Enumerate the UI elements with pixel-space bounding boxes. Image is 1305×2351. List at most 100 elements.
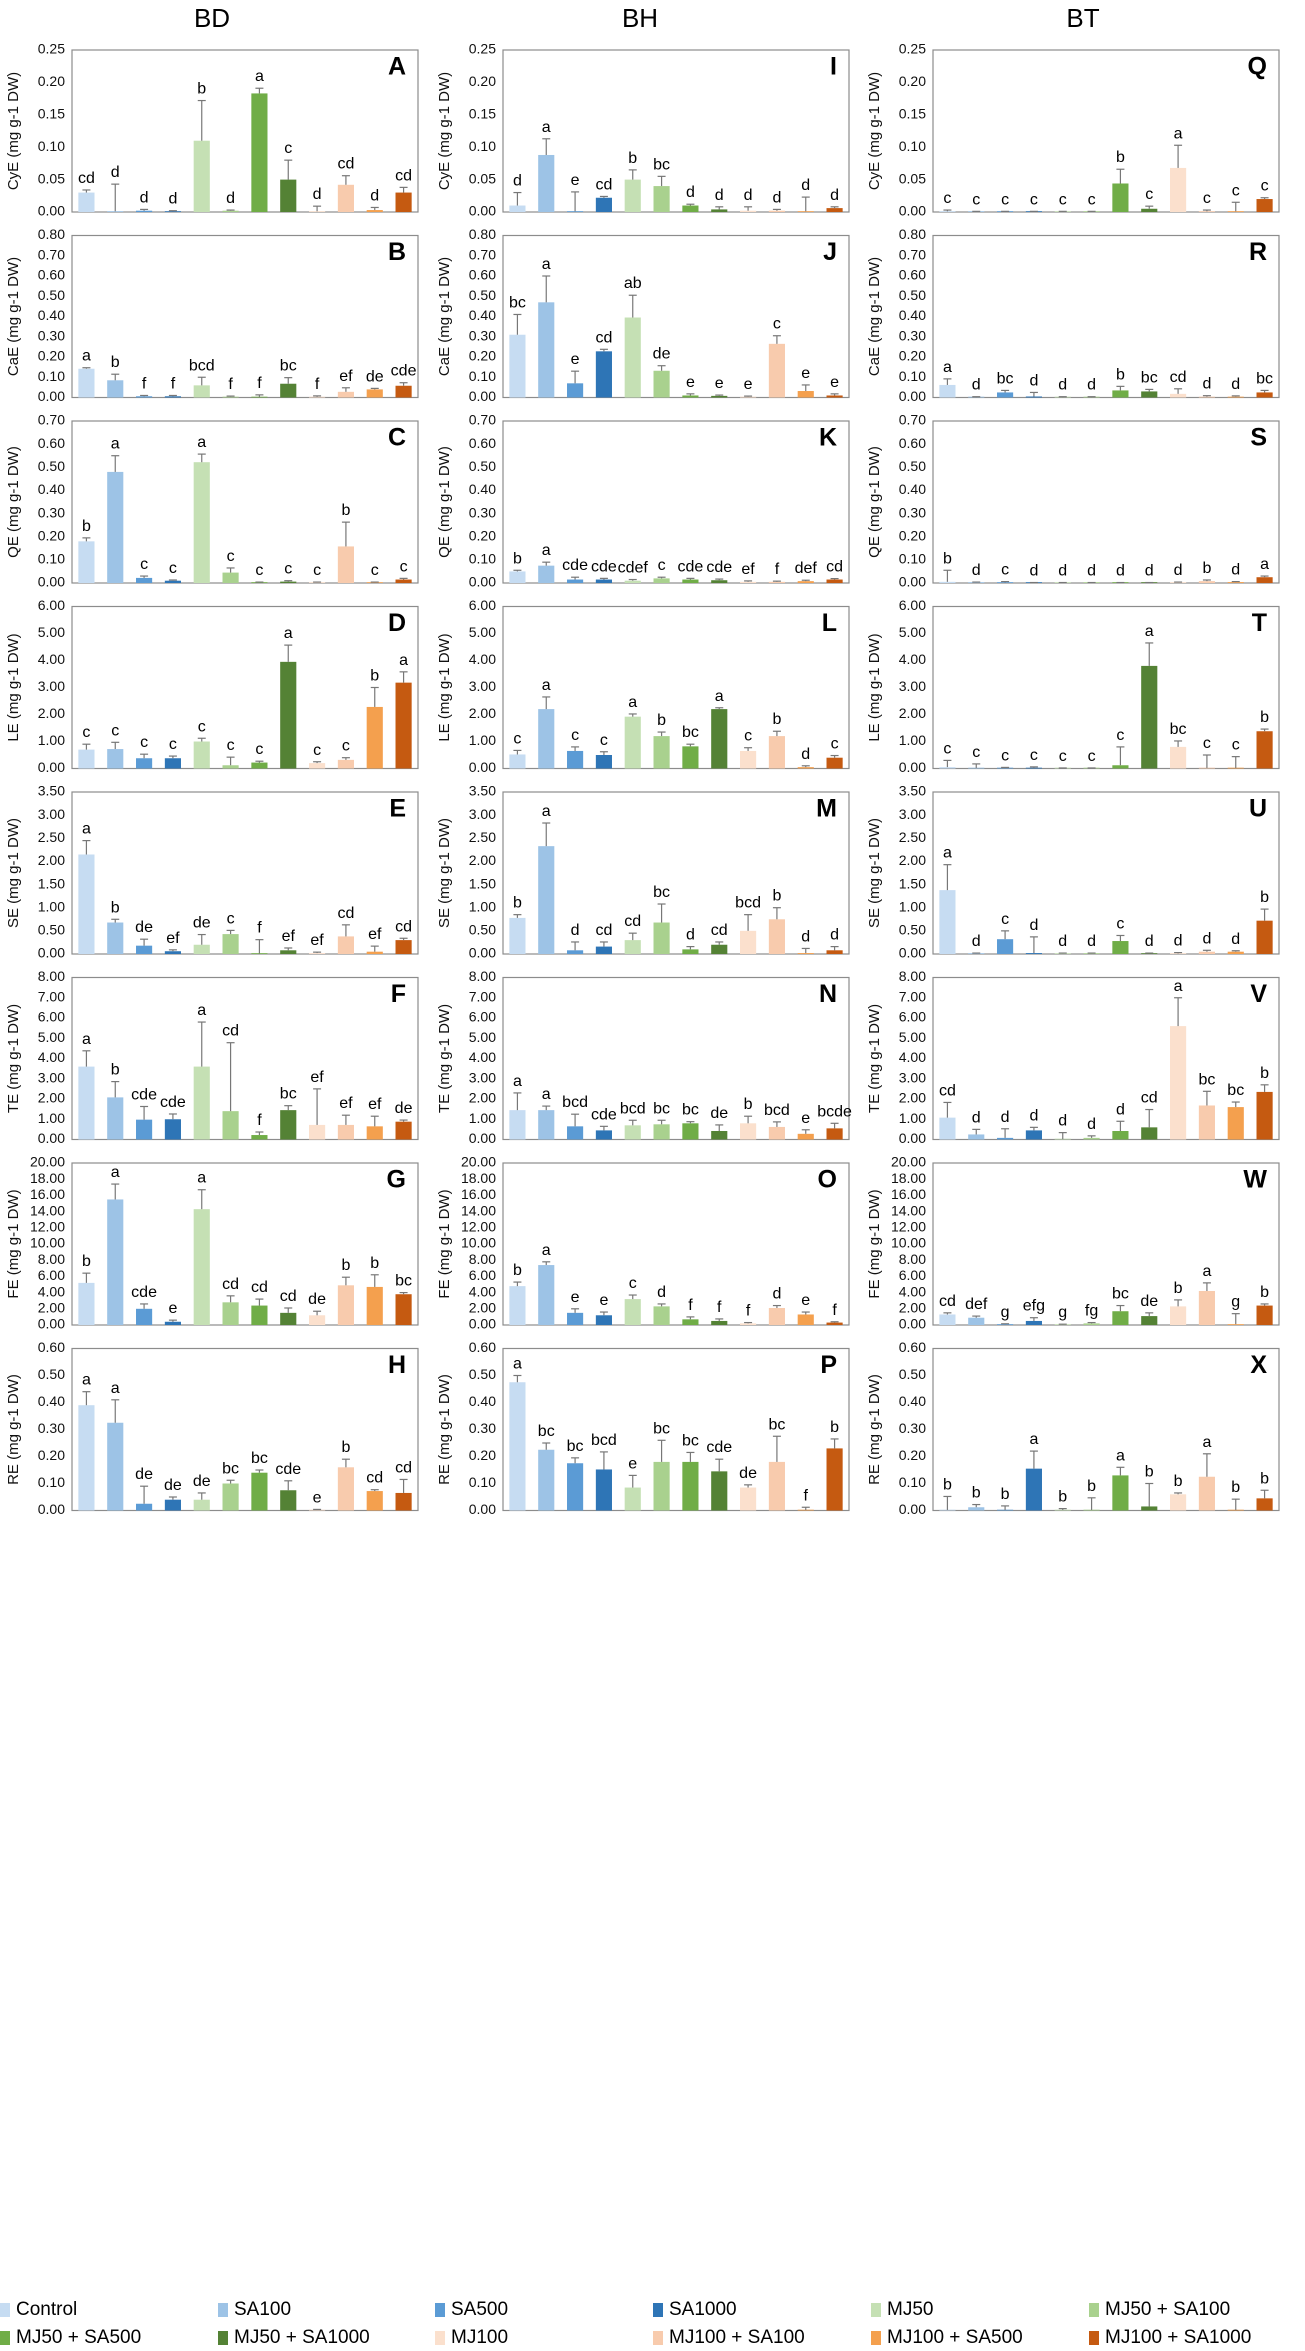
y-tick-label: 0.10 [469,551,496,567]
significance-letter: cdef [618,560,649,577]
y-tick-label: 0.00 [899,388,926,404]
plot-frame [502,976,850,1141]
bar [164,1119,181,1140]
significance-letter: cde [160,1094,186,1111]
significance-letter: c [1261,178,1269,195]
significance-letter: c [629,1275,637,1292]
y-tick-label: 4.00 [38,1049,65,1065]
significance-letter: cd [939,1293,956,1310]
significance-letter: bc [682,1102,699,1119]
legend-swatch [1089,2303,1099,2317]
bar [1170,1494,1187,1511]
y-tick-label: 12.00 [30,1219,65,1235]
y-tick-label: 2.00 [469,1090,496,1106]
significance-letter: d [1029,1107,1038,1124]
significance-letter: bcd [189,357,215,374]
bar [740,930,757,954]
chart-panel-I: 0.00 0.05 0.10 0.15 0.20 0.25 CyE (mg g-1 DW) I… [436,41,850,219]
significance-letter: cde [131,1284,157,1301]
bar [337,1467,354,1511]
bar [222,396,239,398]
bar [136,758,153,769]
plot-frame [932,1347,1280,1512]
significance-letter: a [197,1170,206,1187]
legend-swatch [653,2331,663,2345]
bar [164,580,181,583]
y-tick-label: 0.10 [899,1474,926,1490]
significance-letter: a [255,68,264,85]
y-tick-label: 0.50 [899,922,926,938]
y-tick-label: 0.40 [38,1393,65,1409]
significance-letter: cde [706,559,732,576]
chart-panel-R: 0.00 0.10 0.20 0.30 0.40 0.50 0.60 0.70 0.80 CaE … [866,226,1280,404]
bar [711,395,728,398]
bar [1227,767,1244,769]
y-tick-label: 3.00 [899,1069,926,1085]
significance-letter: de [164,1477,182,1494]
significance-letter: d [801,746,810,763]
significance-letter: bc [653,156,670,173]
y-tick-label: 1.00 [899,1110,926,1126]
significance-letter: b [82,1253,91,1270]
bar [567,211,584,212]
significance-letter: c [1001,191,1009,208]
y-tick-label: 6.00 [899,1267,926,1283]
plot-frame [502,234,850,399]
y-tick-label: 12.00 [461,1219,496,1235]
y-tick-label: 0.10 [899,368,926,384]
bar [193,1499,210,1511]
y-tick-label: 3.50 [38,783,65,799]
significance-letter: a [1029,1431,1038,1448]
y-tick-label: 6.00 [469,1267,496,1283]
y-tick-label: 7.00 [899,988,926,1004]
bar [711,944,728,954]
y-tick-label: 8.00 [899,1251,926,1267]
bar [1054,1509,1071,1511]
significance-letter: c [831,736,839,753]
significance-letter: b [628,150,637,167]
y-tick-label: 3.00 [469,1069,496,1085]
significance-letter: cde [706,1439,732,1456]
bar [711,709,728,769]
significance-letter: a [111,436,120,453]
y-tick-label: 0.60 [469,1339,496,1355]
panel-label: I [830,53,837,81]
bar [251,1305,268,1325]
y-tick-label: 10.00 [30,1235,65,1251]
legend-item: MJ100 + SA500 [871,2327,1023,2348]
chart-panel-V: 0.00 1.00 2.00 3.00 4.00 5.00 6.00 7.00 8.00 TE (… [866,968,1280,1146]
significance-letter: b [1260,1470,1269,1487]
bar [509,1382,526,1511]
significance-letter: b [1087,1478,1096,1495]
y-axis-label: QE (mg g-1 DW) [866,446,883,558]
y-tick-label: 4.00 [38,1283,65,1299]
y-tick-label: 0.40 [38,481,65,497]
bar [337,546,354,583]
significance-letter: d [772,189,781,206]
significance-letter: c [943,190,951,207]
bar [740,1487,757,1511]
significance-letter: c [1059,748,1067,765]
panel-label: J [823,238,837,266]
significance-letter: d [1145,933,1154,950]
bar [595,197,612,212]
bar [1112,183,1129,212]
panel-label: W [1243,1166,1267,1194]
bar [1025,1468,1042,1511]
bar [107,1422,124,1511]
bar [711,209,728,212]
bar [968,1507,985,1511]
panel-label: H [388,1351,406,1379]
y-tick-label: 5.00 [469,1029,496,1045]
significance-letter: a [542,1242,551,1259]
bar [1025,1130,1042,1140]
y-tick-label: 0.60 [469,267,496,283]
significance-letter: b [657,712,666,729]
panel-label: N [819,980,837,1008]
significance-letter: d [1058,1113,1067,1130]
y-tick-label: 0.60 [469,435,496,451]
bar [1170,393,1187,398]
y-tick-label: 0.60 [38,1339,65,1355]
bar [653,1124,670,1140]
bar [136,1308,153,1325]
